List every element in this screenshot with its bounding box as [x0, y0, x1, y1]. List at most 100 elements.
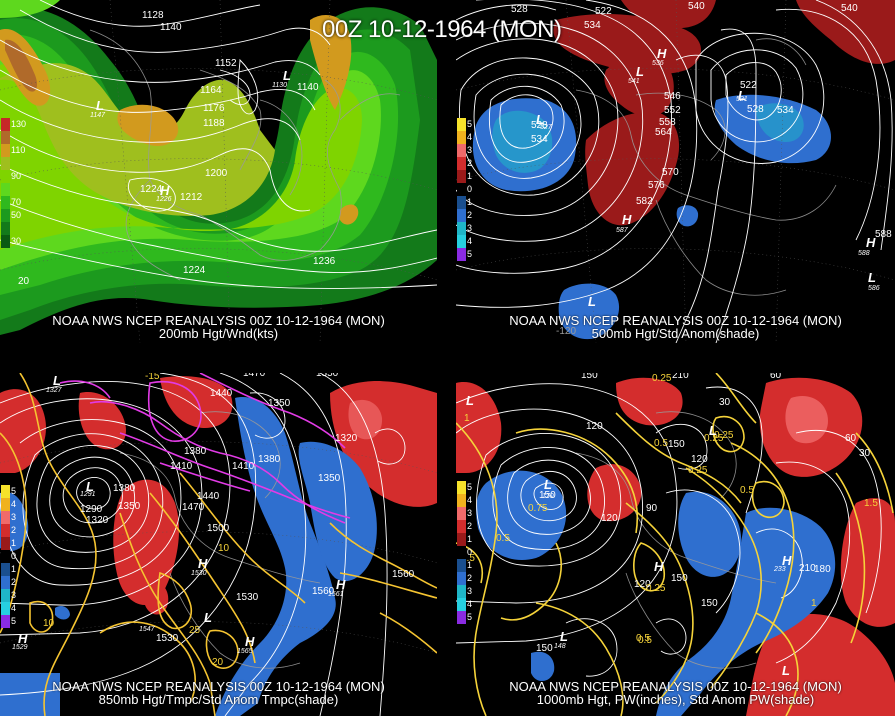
contour-label: 1224 [140, 184, 163, 195]
legend-entry: 5 [456, 481, 482, 494]
legend-swatch [457, 520, 466, 533]
legend-entry [0, 183, 26, 196]
height-label: 180 [814, 564, 831, 575]
contour-label: 534 [777, 105, 794, 116]
high-center: H [657, 46, 667, 61]
legend-entry: 4 [0, 602, 26, 615]
height-label: 30 [859, 448, 871, 459]
legend-swatch [1, 602, 10, 615]
legend-entry: 4 [456, 494, 482, 507]
legend-label: 3 [467, 145, 473, 155]
height-label: 210 [799, 563, 816, 574]
height-label: 1500 [207, 523, 230, 534]
height-label: 120 [586, 421, 603, 432]
contour-label: 534 [531, 134, 548, 145]
legend-label: 5 [11, 486, 17, 496]
legend-swatch [1, 157, 10, 170]
height-label: 120 [691, 454, 708, 465]
contour-label: 1176 [203, 103, 225, 114]
legend-entry: 5 [456, 248, 482, 261]
legend-entry: 90 [0, 170, 26, 183]
height-label: 210 [672, 373, 689, 381]
low-center-value: 586 [868, 285, 880, 292]
legend-swatch [1, 118, 10, 131]
height-label: 60 [770, 373, 782, 381]
legend-swatch [457, 572, 466, 585]
legend-label: 5 [467, 249, 473, 259]
contour-label: 558 [659, 117, 676, 128]
contour-label: 534 [584, 20, 601, 31]
legend-swatch [457, 611, 466, 624]
low-center: L [588, 294, 596, 309]
legend-entry: 3 [0, 511, 26, 524]
contour-label: 1140 [160, 22, 182, 33]
legend-label: 1 [11, 564, 17, 574]
contour-label: 528 [747, 104, 764, 115]
pw-label: 0.5 [740, 485, 754, 496]
legend-label: 2 [467, 573, 473, 583]
legend-label: 2 [11, 577, 17, 587]
coastlines [119, 411, 321, 669]
high-center-value: 1565 [237, 648, 253, 655]
contour-label: 1164 [200, 85, 222, 96]
legend-label: 1 [11, 538, 17, 548]
contour-label: 1128 [142, 10, 164, 21]
high-center: H [198, 556, 208, 571]
legend-entry: 1 [456, 196, 482, 209]
height-contours [0, 373, 406, 716]
low-center-value: 170 [542, 493, 554, 500]
legend-label: 50 [11, 210, 22, 220]
legend-swatch [1, 183, 10, 196]
legend-swatch [1, 550, 10, 563]
legend-500mb: 5 4 3 2 1 0 1 2 3 4 5 [456, 118, 482, 261]
legend-swatch [457, 494, 466, 507]
legend-swatch [457, 481, 466, 494]
legend-label: 5 [467, 119, 473, 129]
legend-200mb: 130 110 90 70 50 30 [0, 118, 26, 248]
height-contours [0, 0, 437, 289]
contour-label: 1236 [313, 256, 336, 267]
panel-200mb: 1128 1140 1152 1164 1176 1188 1200 1212 … [0, 0, 437, 343]
height-label: 1470 [243, 373, 266, 379]
low-center: L [544, 477, 552, 492]
legend-label: 3 [11, 512, 17, 522]
contour-label: 1200 [205, 168, 228, 179]
pw-label: 0.25 [704, 433, 724, 444]
legend-label: 90 [11, 171, 22, 181]
legend-swatch [457, 546, 466, 559]
legend-entry: 2 [0, 524, 26, 537]
legend-entry: 110 [0, 144, 26, 157]
height-label: 60 [845, 433, 857, 444]
height-label: 1350 [318, 473, 341, 484]
legend-label: 5 [467, 482, 473, 492]
coastlines [575, 38, 837, 296]
height-label: 30 [719, 397, 731, 408]
height-label: 1350 [316, 373, 339, 379]
legend-swatch [1, 537, 10, 550]
legend-label: 130 [11, 119, 27, 129]
height-label: 1560 [392, 569, 415, 580]
legend-swatch [1, 170, 10, 183]
caption-line1: NOAA NWS NCEP REANALYSIS 00Z 10-12-1964 … [52, 313, 385, 328]
legend-entry: 2 [456, 157, 482, 170]
pw-label: 0.25 [688, 465, 708, 476]
legend-label: 1 [467, 534, 473, 544]
map-500mb [456, 0, 895, 343]
high-center-value: 588 [858, 250, 870, 257]
pw-label: 0.5 [636, 633, 650, 644]
high-center: H [245, 634, 255, 649]
legend-swatch [1, 222, 10, 235]
height-label: 120 [634, 579, 651, 590]
height-label: 1410 [232, 461, 255, 472]
panel-500mb: 528 522 540 534 546 552 558 564 570 576 … [456, 0, 895, 343]
high-center: H [866, 235, 876, 250]
low-center: L [86, 479, 94, 494]
contour-label: 546 [664, 91, 681, 102]
legend-entry: 3 [456, 507, 482, 520]
low-center-value: 1130 [272, 82, 288, 89]
legend-entry: 4 [456, 235, 482, 248]
height-label: 90 [646, 503, 658, 514]
legend-swatch [457, 559, 466, 572]
caption-line1: NOAA NWS NCEP REANALYSIS 00Z 10-12-1964 … [509, 679, 842, 694]
legend-swatch [1, 498, 10, 511]
